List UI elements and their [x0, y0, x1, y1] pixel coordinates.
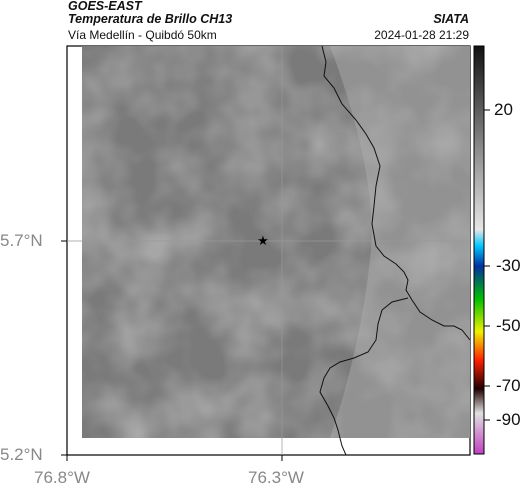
- datetime-label: 2024-01-28 21:29: [374, 28, 469, 42]
- boundary-line: [321, 45, 471, 341]
- star-icon: ★: [257, 234, 269, 249]
- lat-label: 5.7°N: [0, 231, 43, 250]
- cloud-band-east: [330, 46, 470, 438]
- lat-label: 5.2°N: [0, 445, 43, 464]
- lon-label: 76.3°W: [248, 468, 304, 487]
- colorbar: [473, 45, 485, 455]
- boundary-line-south: [319, 297, 409, 456]
- region-label: Vía Medellín - Quibdó 50km: [68, 28, 217, 42]
- satellite-title: GOES-EAST: [68, 0, 142, 13]
- colorbar-label: -50: [496, 316, 521, 335]
- colorbar-label: -90: [496, 410, 521, 429]
- lon-label: 76.8°W: [34, 468, 90, 487]
- colorbar-label: -70: [496, 376, 521, 395]
- colorbar-label: 20: [494, 100, 513, 119]
- colorbar-label: -30: [496, 256, 521, 275]
- org-label: SIATA: [433, 12, 469, 26]
- product-title: Temperatura de Brillo CH13: [68, 12, 233, 26]
- cloud-texture: [82, 46, 470, 438]
